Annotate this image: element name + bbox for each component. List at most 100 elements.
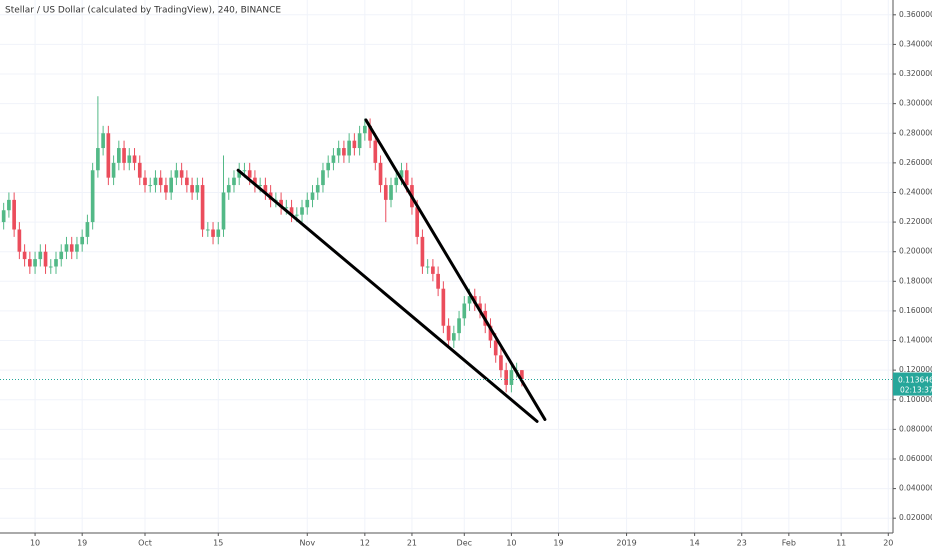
candle-body xyxy=(441,288,446,326)
candle-body xyxy=(174,170,179,178)
candle-body xyxy=(185,177,189,186)
candle-body xyxy=(80,236,85,245)
candle-body xyxy=(85,222,90,237)
candle-body xyxy=(300,207,304,215)
y-tick-label: 0.3400000 xyxy=(899,39,932,48)
candle-body xyxy=(368,125,372,141)
candle-body xyxy=(148,185,153,187)
candle-body xyxy=(64,244,69,252)
y-tick-label: 0.1400000 xyxy=(899,336,932,345)
last-price-box xyxy=(893,372,932,396)
candle-body xyxy=(205,229,210,231)
candle-body xyxy=(190,185,194,193)
x-tick-label: Dec xyxy=(457,539,472,548)
candle-body xyxy=(75,244,79,252)
candle-body xyxy=(373,140,378,163)
candle-body xyxy=(342,148,346,156)
candle-body xyxy=(378,162,383,186)
x-tick-label: 21 xyxy=(407,539,417,548)
candle-body xyxy=(363,125,367,134)
candle-body xyxy=(237,170,242,178)
candle-body xyxy=(253,177,257,186)
candle-body xyxy=(326,162,331,171)
candle-body xyxy=(263,185,268,193)
x-tick-label: Nov xyxy=(299,539,315,548)
y-tick-label: 0.3600000 xyxy=(899,10,932,19)
candle-body xyxy=(467,296,472,304)
candle-body xyxy=(7,199,11,211)
candle-body xyxy=(289,207,294,215)
candle-body xyxy=(153,177,158,186)
x-tick-label: 14 xyxy=(690,539,700,548)
candle-body xyxy=(431,266,435,274)
candle-body xyxy=(242,170,247,172)
candle-body xyxy=(43,251,48,267)
x-tick-label: 12 xyxy=(360,539,370,548)
candle-body xyxy=(221,192,226,230)
candle-body xyxy=(446,325,451,341)
x-tick-label: Oct xyxy=(138,539,152,548)
candle-body xyxy=(179,170,184,178)
y-tick-label: 0.2400000 xyxy=(899,187,932,196)
y-tick-label: 0.0800000 xyxy=(899,424,932,433)
candle-body xyxy=(143,177,147,186)
y-tick-label: 0.0200000 xyxy=(899,513,932,522)
candle-body xyxy=(425,266,430,268)
candle-body xyxy=(169,177,173,193)
candle-body xyxy=(195,185,200,193)
candle-body xyxy=(232,177,236,186)
y-tick-label: 0.0400000 xyxy=(899,484,932,493)
y-tick-label: 0.2600000 xyxy=(899,158,932,167)
countdown-label: 02:13:37 xyxy=(900,386,932,395)
candle-body xyxy=(478,303,482,311)
last-price-label: 0.1136463 xyxy=(898,376,932,385)
candle-body xyxy=(284,207,289,209)
chart-title: Stellar / US Dollar (calculated by Tradi… xyxy=(5,6,281,16)
x-tick-label: 19 xyxy=(553,539,563,548)
candle-body xyxy=(493,340,498,356)
candle-body xyxy=(211,229,215,237)
candle-body xyxy=(22,251,27,260)
candle-body xyxy=(164,185,168,193)
x-tick-label: 10 xyxy=(506,539,516,548)
candle-body xyxy=(226,185,231,193)
candle-body xyxy=(404,170,409,186)
candle-body xyxy=(352,140,357,149)
candle-body xyxy=(279,199,283,208)
candle-body xyxy=(394,177,399,186)
candle-body xyxy=(247,170,252,178)
candle-body xyxy=(28,259,32,267)
y-tick-label: 0.0600000 xyxy=(899,454,932,463)
candle-body xyxy=(451,333,456,341)
candle-body xyxy=(106,133,111,178)
y-tick-label: 0.1800000 xyxy=(899,276,932,285)
candle-body xyxy=(137,162,142,178)
y-tick-label: 0.2800000 xyxy=(899,128,932,137)
y-tick-label: 0.1200000 xyxy=(899,365,932,374)
candle-body xyxy=(504,370,509,385)
candle-body xyxy=(321,170,325,186)
y-tick-label: 0.1600000 xyxy=(899,306,932,315)
candle-body xyxy=(38,251,43,260)
candle-body xyxy=(127,155,132,163)
candle-body xyxy=(294,214,299,216)
candle-body xyxy=(216,229,221,237)
candle-body xyxy=(315,185,320,193)
candle-body xyxy=(69,244,74,252)
x-tick-label: 19 xyxy=(77,539,87,548)
x-tick-label: 2019 xyxy=(616,539,636,548)
x-tick-label: 23 xyxy=(737,539,747,548)
candle-body xyxy=(132,155,137,163)
candle-body xyxy=(399,170,404,178)
y-tick-label: 0.2000000 xyxy=(899,247,932,256)
candle-body xyxy=(122,148,126,163)
candle-body xyxy=(111,162,116,178)
x-tick-label: Feb xyxy=(782,539,796,548)
candle-body xyxy=(488,325,493,341)
y-tick-label: 0.3200000 xyxy=(899,69,932,78)
y-tick-label: 0.2200000 xyxy=(899,217,932,226)
candle-body xyxy=(12,199,16,230)
candle-body xyxy=(415,207,420,237)
